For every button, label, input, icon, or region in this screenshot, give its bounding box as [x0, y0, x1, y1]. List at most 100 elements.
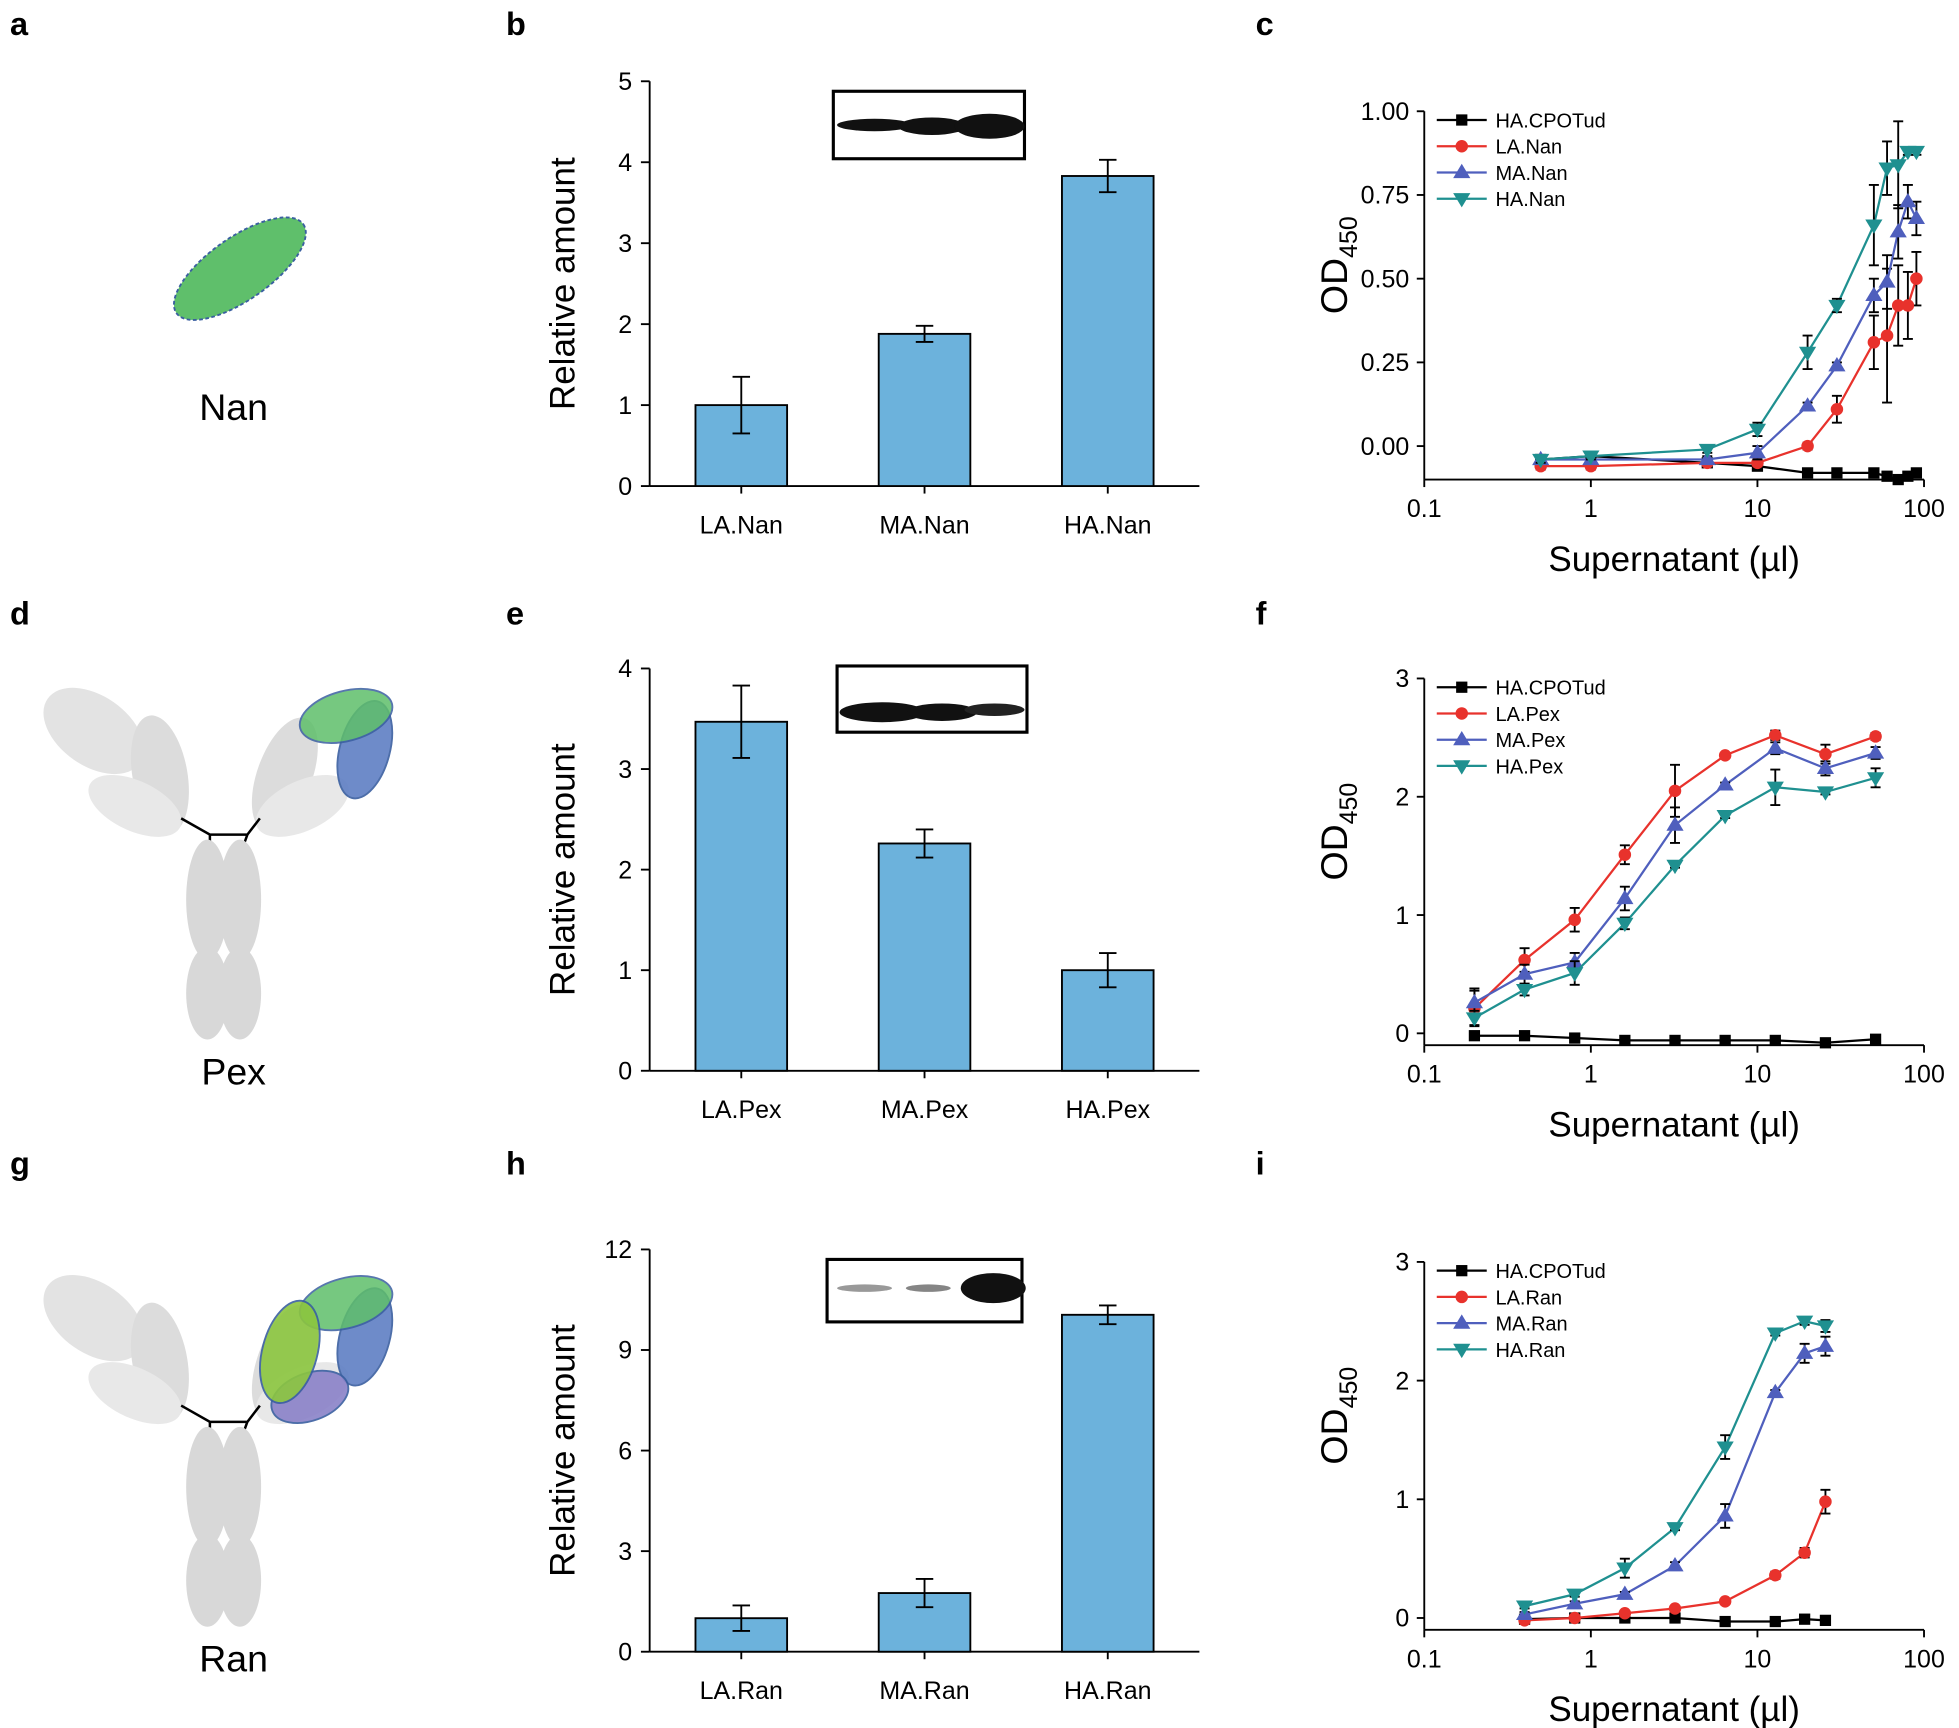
marker: [1566, 967, 1584, 982]
marker: [1669, 1034, 1681, 1047]
y-tick-label: 4: [618, 655, 632, 683]
x-tick-label: MA.Pex: [881, 1096, 969, 1124]
vh-domain: [298, 687, 394, 744]
y-tick-label: 0: [1395, 1020, 1409, 1048]
marker: [1616, 1585, 1634, 1600]
panel-letter: i: [1256, 1145, 1265, 1181]
marker: [1465, 1012, 1484, 1027]
marker: [1769, 1034, 1781, 1047]
marker: [1748, 423, 1767, 439]
legend-label: HA.Nan: [1495, 189, 1565, 211]
y-tick-label: 12: [604, 1236, 632, 1264]
legend-marker: [1456, 1265, 1468, 1277]
marker: [1819, 1614, 1832, 1626]
marker: [1830, 403, 1844, 416]
marker: [1719, 1615, 1731, 1628]
x-tick-label: 100: [1903, 1061, 1945, 1089]
marker: [1766, 739, 1784, 754]
marker: [1766, 781, 1784, 797]
error-bar: [915, 324, 934, 343]
error-bar: [915, 828, 934, 859]
marker: [1816, 1320, 1835, 1335]
legend-label: LA.Pex: [1495, 704, 1559, 726]
blot-inset: [825, 1257, 1026, 1324]
y-tick-label: 3: [618, 1538, 632, 1566]
panel-letter: d: [10, 596, 30, 632]
x-tick-label: 1: [1584, 495, 1598, 523]
marker: [1616, 917, 1634, 933]
blot-inset: [831, 89, 1027, 161]
y-tick-label: 0.50: [1361, 265, 1410, 293]
y-tick-label: 3: [618, 756, 632, 784]
x-tick-label: 0.1: [1407, 1061, 1442, 1089]
legend-marker: [1453, 730, 1471, 746]
y-tick-label: 0.25: [1361, 349, 1410, 377]
error-bar: [732, 375, 751, 435]
error-bar: [732, 1604, 751, 1632]
y-tick-label: 1: [618, 957, 632, 985]
marker: [1698, 450, 1716, 466]
error-bar: [1099, 1304, 1117, 1326]
marker: [1698, 443, 1716, 459]
y-axis-label-main: OD: [1313, 1408, 1355, 1464]
marker: [1748, 444, 1767, 459]
marker: [1515, 983, 1534, 999]
y-tick-label: 1: [1395, 1486, 1409, 1514]
y-axis-label: Relative amount: [544, 1324, 583, 1577]
marker: [1468, 1030, 1481, 1042]
legend-label: MA.Ran: [1495, 1314, 1567, 1336]
marker: [1716, 1507, 1734, 1522]
marker: [1798, 1546, 1811, 1559]
x-axis-label: Supernatant (µl): [1548, 540, 1799, 579]
panel-letter: c: [1256, 6, 1274, 42]
marker: [1769, 1615, 1781, 1628]
marker: [1569, 1032, 1581, 1044]
marker: [1910, 467, 1923, 479]
series-line: [1540, 150, 1917, 461]
marker: [1766, 1383, 1784, 1399]
marker: [1828, 299, 1846, 315]
marker: [1881, 470, 1893, 482]
marker: [1518, 1030, 1531, 1042]
bar: [1061, 175, 1155, 488]
legend-marker: [1453, 760, 1471, 775]
x-tick-label: 1: [1584, 1061, 1598, 1089]
marker: [1719, 1034, 1731, 1047]
y-tick-label: 1.00: [1361, 98, 1410, 126]
x-tick-label: HA.Nan: [1064, 512, 1151, 540]
marker: [1801, 467, 1814, 479]
marker: [1801, 439, 1814, 453]
legend-label: HA.CPOTud: [1495, 678, 1605, 700]
legend-marker: [1456, 114, 1468, 126]
y-tick-label: 4: [618, 149, 632, 177]
legend-marker: [1453, 193, 1471, 208]
legend-label: HA.CPOTud: [1495, 1261, 1605, 1283]
diagram-label: Pex: [201, 1051, 266, 1093]
marker: [1899, 192, 1917, 208]
legend-label: HA.Ran: [1495, 1340, 1565, 1362]
nan-domain: [173, 216, 307, 321]
marker: [1619, 1034, 1631, 1047]
marker: [1666, 816, 1684, 831]
marker: [1716, 1441, 1734, 1456]
y-tick-label: 0: [618, 473, 632, 501]
bar: [877, 332, 972, 488]
legend-marker: [1455, 707, 1469, 720]
x-tick-label: LA.Nan: [700, 512, 783, 540]
legend-marker: [1453, 1314, 1471, 1329]
x-tick-label: MA.Nan: [879, 512, 969, 540]
marker: [1568, 913, 1581, 927]
series-line: [1524, 1345, 1826, 1616]
marker: [1618, 1606, 1632, 1620]
vh2-domain: [259, 1299, 321, 1404]
x-axis-label: Supernatant (µl): [1548, 1105, 1799, 1144]
series-line: [1540, 278, 1918, 468]
marker: [1716, 776, 1734, 791]
marker: [1889, 223, 1907, 238]
marker: [1798, 346, 1817, 362]
marker: [1618, 848, 1632, 861]
marker: [1878, 162, 1896, 177]
marker: [1869, 1033, 1882, 1045]
